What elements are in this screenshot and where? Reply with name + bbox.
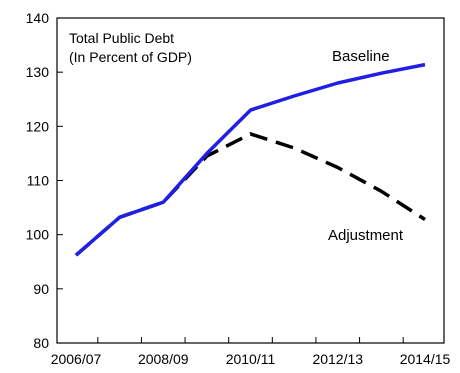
x-tick-label: 2006/07 bbox=[51, 351, 102, 367]
series-label-baseline: Baseline bbox=[332, 48, 390, 65]
series-label-adjustment: Adjustment bbox=[328, 227, 404, 244]
y-tick-label: 140 bbox=[26, 10, 50, 26]
y-tick-label: 110 bbox=[27, 173, 50, 189]
y-tick-label: 100 bbox=[26, 227, 50, 243]
x-tick-label: 2008/09 bbox=[138, 351, 189, 367]
y-tick-label: 80 bbox=[33, 335, 49, 351]
y-tick-label: 120 bbox=[26, 118, 50, 134]
series-line-adjustment bbox=[74, 132, 426, 257]
x-axis: 2006/07 2008/09 2010/11 2012/13 2014/15 bbox=[51, 337, 451, 367]
y-tick-label: 130 bbox=[26, 64, 50, 80]
x-tick-label: 2014/15 bbox=[400, 351, 451, 367]
series-layer bbox=[74, 62, 426, 257]
chart-title: Total Public Debt bbox=[69, 30, 174, 46]
plot-frame bbox=[56, 17, 445, 344]
series-line-baseline bbox=[74, 62, 426, 257]
x-tick-label: 2012/13 bbox=[312, 351, 363, 367]
chart-subtitle: (In Percent of GDP) bbox=[69, 49, 192, 65]
y-tick-label: 90 bbox=[33, 281, 49, 297]
y-axis: 80 90 100 110 120 130 140 bbox=[26, 10, 63, 351]
x-tick-label: 2010/11 bbox=[226, 351, 276, 367]
